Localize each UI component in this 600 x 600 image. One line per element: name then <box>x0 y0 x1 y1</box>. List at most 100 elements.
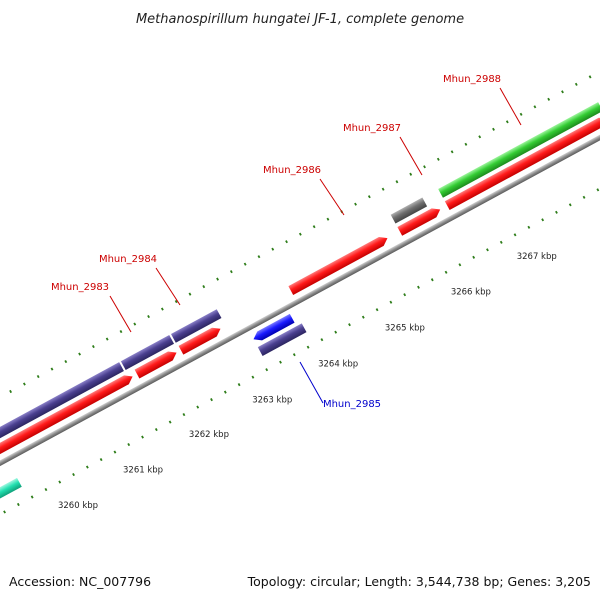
gene-label-mhun-2987[interactable]: Mhun_2987 <box>343 123 423 176</box>
tick-mark <box>430 278 434 282</box>
tick-mark <box>58 480 62 484</box>
tick-mark <box>182 413 186 417</box>
tick-mark <box>492 127 495 131</box>
tick-mark <box>367 195 371 199</box>
tick-mark <box>133 322 137 326</box>
gene-feature-mhun-2983[interactable] <box>120 334 175 370</box>
gene-label-text: Mhun_2983 <box>51 282 109 293</box>
tick-mark <box>486 248 489 252</box>
tick-mark <box>478 135 482 139</box>
tick-mark <box>334 330 338 334</box>
feature-track <box>0 102 600 520</box>
tick-mark <box>464 142 468 146</box>
tick-mark <box>389 300 393 304</box>
gene-label-mhun-2986[interactable]: Mhun_2986 <box>263 165 345 216</box>
gene-label-text: Mhun_2988 <box>443 74 501 85</box>
accession-text: Accession: NC_007796 <box>9 574 152 589</box>
tick-mark <box>168 420 172 424</box>
tick-mark <box>306 345 310 349</box>
gene-label-mhun-2988[interactable]: Mhun_2988 <box>443 74 522 126</box>
tick-mark <box>141 435 144 439</box>
cds-feature[interactable] <box>178 324 223 355</box>
tick-mark <box>188 292 192 296</box>
tick-mark <box>444 270 448 274</box>
leader-line <box>499 87 522 126</box>
tick-mark <box>519 112 523 116</box>
gene-label-text: Mhun_2984 <box>99 254 157 265</box>
gene-label-text: Mhun_2986 <box>263 165 321 176</box>
tick-mark <box>450 150 454 154</box>
leader-line <box>109 295 132 333</box>
tick-mark <box>78 352 81 356</box>
tick-mark <box>423 165 426 169</box>
tick-mark <box>271 247 275 251</box>
tick-mark <box>375 308 379 312</box>
tick-mark <box>105 337 109 341</box>
tick-mark <box>154 428 158 432</box>
gene-label-text: Mhun_2987 <box>343 123 401 134</box>
tick-mark <box>223 390 227 394</box>
cds-feature[interactable] <box>288 234 389 295</box>
tick-mark <box>348 323 351 327</box>
tick-mark <box>298 232 302 236</box>
gene-feature-mhun-2985[interactable] <box>257 323 307 356</box>
gene-feature[interactable] <box>0 362 124 464</box>
tick-row <box>3 188 600 514</box>
tick-mark <box>265 368 269 372</box>
tick-mark <box>381 187 385 191</box>
tick-mark <box>361 315 365 319</box>
tick-mark <box>99 457 103 462</box>
gene-label-text: Mhun_2985 <box>323 399 381 410</box>
tick-mark <box>174 300 178 304</box>
tick-label: 3260 kbp <box>58 501 98 511</box>
tick-mark <box>30 495 34 499</box>
tick-label: 3262 kbp <box>189 430 229 440</box>
tick-mark <box>395 180 399 184</box>
tick-mark <box>216 277 219 281</box>
gene-feature-mhun-2987[interactable] <box>390 197 428 224</box>
tick-mark <box>499 240 503 244</box>
tick-mark <box>561 90 564 94</box>
gene-feature-mhun-2988[interactable] <box>438 102 600 198</box>
tick-label: 3267 kbp <box>517 252 557 262</box>
cds-feature[interactable] <box>0 372 135 467</box>
tick-mark <box>237 383 241 387</box>
tick-mark <box>436 157 440 161</box>
tick-mark <box>513 233 517 237</box>
tick-mark <box>36 374 40 379</box>
tick-mark <box>85 465 89 469</box>
tick-mark <box>320 338 324 342</box>
tick-mark <box>91 344 95 349</box>
tick-mark <box>458 263 462 267</box>
tick-mark <box>251 375 255 379</box>
leader-line <box>319 178 345 216</box>
tick-mark <box>243 262 247 266</box>
leader-line <box>155 267 181 306</box>
tick-mark <box>354 202 357 206</box>
tick-mark <box>568 203 572 207</box>
gene-feature-mhun-2985-cds[interactable] <box>251 313 295 344</box>
tick-mark <box>326 217 330 221</box>
leader-line <box>299 361 324 404</box>
tick-mark <box>50 367 54 371</box>
tick-mark <box>285 240 288 244</box>
tick-mark <box>64 359 68 364</box>
cds-feature[interactable] <box>134 348 179 379</box>
map-title: Methanospirillum hungatei JF-1, complete… <box>136 12 464 27</box>
gene-label-mhun-2983[interactable]: Mhun_2983 <box>51 282 132 333</box>
cds-feature[interactable] <box>444 114 600 211</box>
tick-mark <box>533 105 537 109</box>
tick-label: 3266 kbp <box>451 288 491 298</box>
tick-mark <box>72 472 75 477</box>
gene-feature-teal[interactable] <box>0 477 22 520</box>
genome-backbone <box>0 99 600 505</box>
tick-mark <box>312 225 316 229</box>
gene-feature-mhun-2984[interactable] <box>170 309 222 343</box>
gene-label-mhun-2984[interactable]: Mhun_2984 <box>99 254 181 306</box>
tick-mark <box>113 450 117 454</box>
cds-feature[interactable] <box>397 205 442 236</box>
gene-label-mhun-2985[interactable]: Mhun_2985 <box>299 361 381 410</box>
tick-label: 3261 kbp <box>123 466 163 476</box>
tick-mark <box>202 285 206 289</box>
